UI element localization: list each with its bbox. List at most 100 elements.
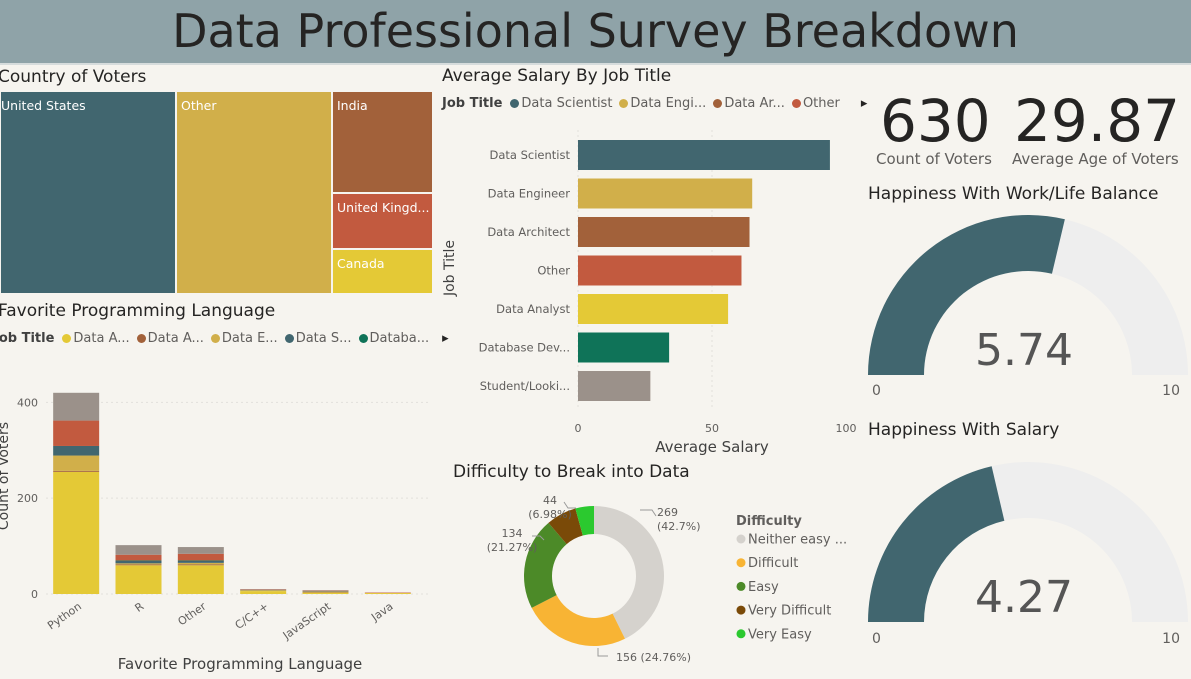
legend-dot	[210, 334, 220, 343]
legend-dot	[619, 99, 629, 108]
stacked-bar-segment	[177, 547, 224, 554]
legend-dot	[713, 99, 723, 108]
treemap-cell-united-kingdom[interactable]: United Kingd...	[332, 193, 433, 249]
stacked-bar-segment	[53, 455, 100, 471]
legend-dot	[736, 558, 746, 568]
y-axis-title: Count of Voters	[0, 422, 12, 530]
treemap-title: Country of Voters	[0, 67, 147, 87]
legend-label: Data Scientist	[521, 96, 613, 111]
gauge-max-label: 10	[1162, 383, 1180, 399]
category-label: Data Engineer	[488, 187, 571, 201]
legend-label: Data A...	[73, 331, 130, 346]
legend-item[interactable]: Data E...	[210, 331, 278, 346]
treemap-label: Canada	[337, 256, 385, 271]
leader-line	[597, 648, 608, 657]
gauge-min-label: 0	[872, 383, 881, 399]
legend-label: Data Engi...	[630, 96, 707, 111]
salary-bar	[578, 332, 670, 363]
leader-line	[532, 535, 545, 541]
legend-label: Very Easy	[748, 627, 812, 642]
gauge-salary: 4.27 0 10	[868, 462, 1188, 647]
stacked-bar-segment	[115, 545, 162, 555]
donut-slice	[594, 506, 664, 639]
legend-dot	[736, 534, 746, 544]
stacked-bar-segment	[53, 420, 100, 446]
difficulty-donut-chart: 269(42.7%) 156 (24.76%) 134(21.27%) 44(6.98…	[487, 494, 847, 664]
leader-line	[640, 509, 657, 517]
stacked-bar-segment	[115, 565, 162, 594]
legend-item[interactable]: Data S...	[284, 331, 352, 346]
x-tick-label: R	[132, 600, 146, 615]
slice-percent-label: (42.7%)	[657, 520, 701, 533]
slice-percent-label: (21.27%)	[487, 541, 538, 554]
salary-bar	[578, 294, 729, 324]
x-tick-label: 100	[836, 422, 857, 435]
treemap-cell-other[interactable]: Other	[176, 91, 332, 294]
legend-item[interactable]: Databa...	[358, 331, 430, 346]
legend-item[interactable]: Data Scientist	[510, 96, 612, 111]
stacked-bar-segment	[364, 593, 411, 594]
gauge-salary-title: Happiness With Salary	[868, 420, 1060, 440]
stacked-bar-segment	[115, 564, 162, 566]
kpi-age-label: Average Age of Voters	[1012, 150, 1179, 168]
title-bar	[0, 0, 1191, 65]
country-treemap: United States Other India United Kingd..…	[0, 91, 433, 294]
x-tick-label: JavaScript	[280, 599, 334, 642]
legend-item[interactable]: Other	[791, 96, 840, 111]
legend-label: Data S...	[295, 331, 352, 346]
stacked-bar-segment	[53, 392, 100, 421]
salary-legend: Job Title Data Scientist Data Engi... Da…	[442, 96, 867, 111]
stacked-bar-segment	[115, 563, 162, 565]
leader-line	[563, 501, 576, 509]
legend-item[interactable]: Data A...	[62, 331, 130, 346]
legend-item[interactable]: Data Ar...	[713, 96, 785, 111]
legend-label: Difficult	[748, 556, 798, 571]
treemap-cell-india[interactable]: India	[332, 91, 433, 193]
category-label: Database Dev...	[479, 341, 570, 355]
x-tick-label: Java	[368, 600, 395, 625]
slice-percent-label: (6.98%)	[528, 508, 572, 521]
legend-next-arrow-icon[interactable]: ▸	[860, 96, 868, 111]
treemap-label: United States	[1, 98, 86, 113]
stacked-bar-segment	[115, 560, 162, 564]
x-tick-label: Other	[176, 600, 209, 629]
salary-bar-chart: Data Scientist Data Engineer Data Architec…	[442, 130, 857, 456]
language-chart-title: Favorite Programming Language	[0, 301, 276, 321]
gauge-value: 5.74	[975, 325, 1073, 376]
gauge-worklife: 5.74 0 10	[868, 215, 1188, 399]
kpi-age-value: 29.87	[1014, 87, 1181, 155]
legend-next-arrow-icon[interactable]: ▸	[442, 331, 449, 346]
stacked-bar-segment	[53, 471, 100, 594]
salary-bar	[578, 178, 753, 209]
legend-item[interactable]: Data A...	[136, 331, 204, 346]
slice-value-label: 44	[543, 494, 557, 507]
treemap-label: Other	[181, 98, 217, 113]
slice-value-label: 134	[502, 527, 523, 540]
x-tick-label: 50	[705, 422, 719, 435]
stacked-bar-segment	[177, 553, 224, 561]
x-axis-title: Average Salary	[655, 438, 769, 456]
treemap-cell-canada[interactable]: Canada	[332, 249, 433, 294]
x-tick-label: Python	[45, 600, 84, 633]
dashboard-title: Data Professional Survey Breakdown	[172, 4, 1019, 58]
legend-label: Databa...	[369, 331, 430, 346]
treemap-cell-united-states[interactable]: United States	[0, 91, 176, 294]
gauge-min-label: 0	[872, 631, 881, 647]
stacked-bar-segment	[53, 470, 100, 472]
donut-slice	[548, 508, 583, 545]
salary-bar	[578, 255, 742, 286]
salary-chart-title: Average Salary By Job Title	[442, 66, 672, 86]
legend-title: Job Title	[0, 331, 55, 346]
legend-item[interactable]: Data Engi...	[619, 96, 706, 111]
stacked-bar-segment	[177, 565, 224, 594]
stacked-bar-segment	[177, 560, 224, 563]
x-tick-label: C/C++	[233, 600, 271, 632]
kpi-count-label: Count of Voters	[876, 150, 992, 168]
legend-dot	[736, 581, 746, 591]
category-label: Student/Looki...	[480, 379, 570, 393]
legend-dot	[791, 99, 801, 108]
gauge-worklife-title: Happiness With Work/Life Balance	[868, 184, 1159, 204]
x-tick-label: 0	[575, 422, 582, 435]
donut-slice	[524, 522, 567, 608]
kpi-count-value: 630	[880, 87, 991, 155]
